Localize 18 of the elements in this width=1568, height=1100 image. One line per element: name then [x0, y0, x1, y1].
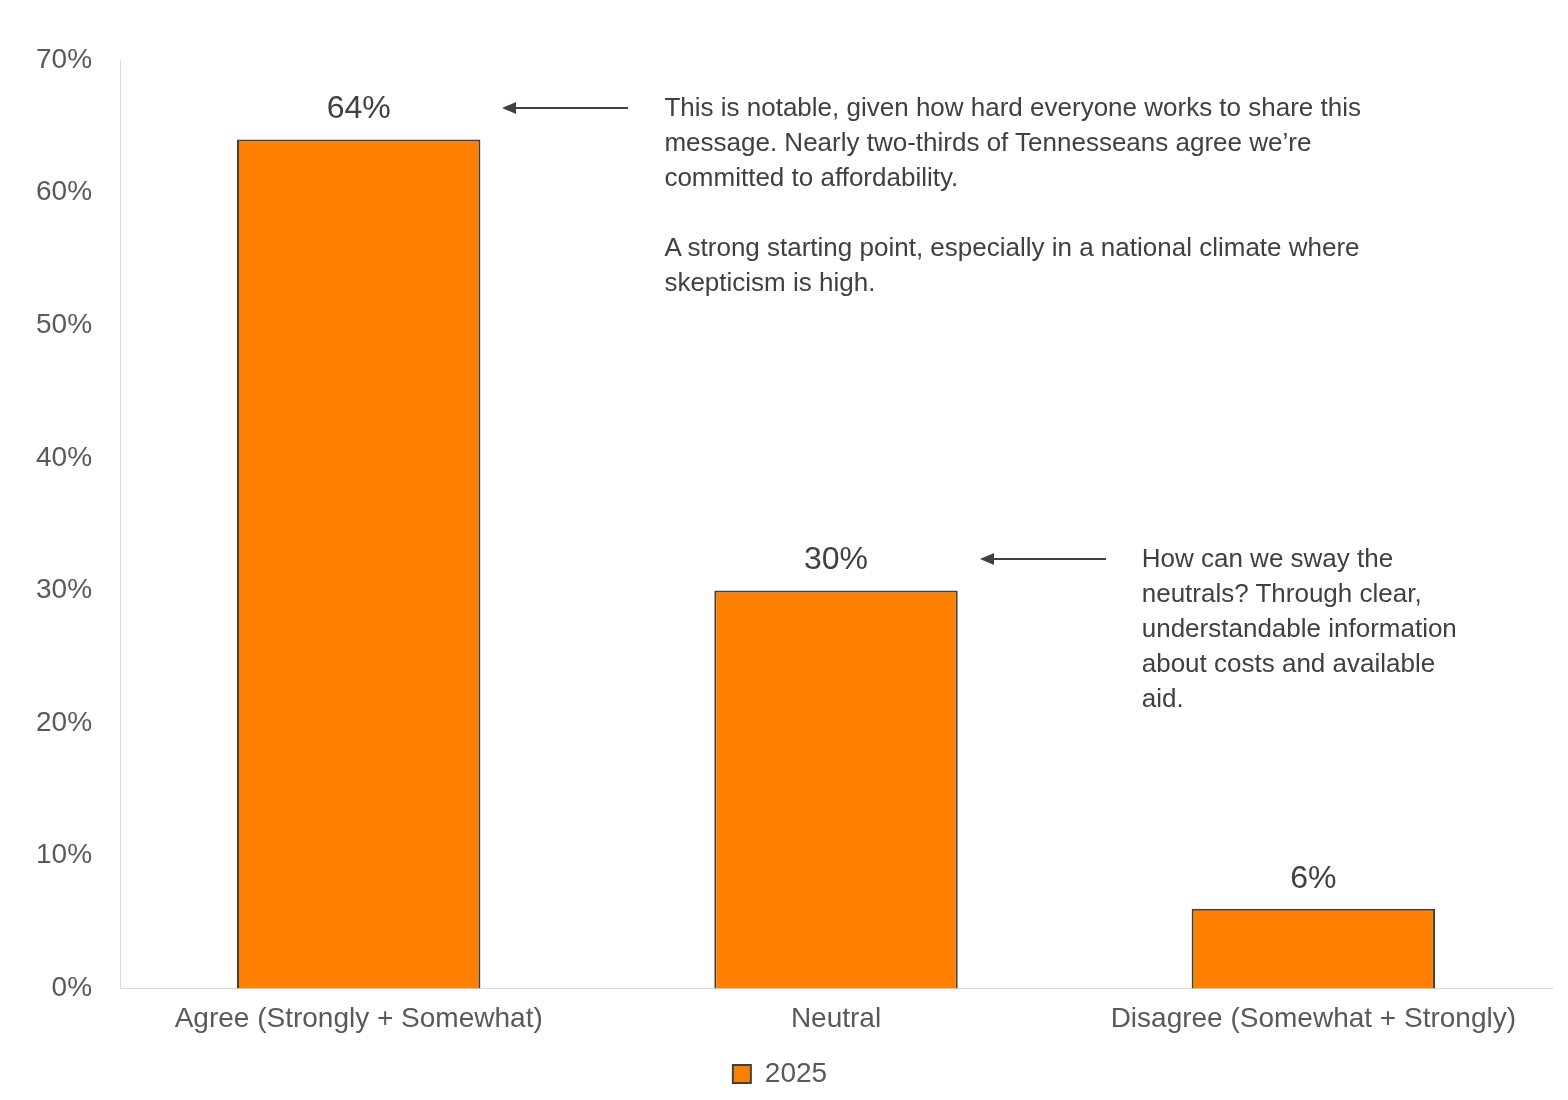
annotation: A strong starting point, especially in a national climate where skepticism is high.	[664, 230, 1361, 299]
annotation: This is notable, given how hard everyone works to share this message. Nearly two-thirds of Tennesseans agree we’re committed to affordability.	[664, 90, 1362, 194]
y-tick-label: 30%	[35, 573, 93, 605]
x-tick-label: Agree (Strongly + Somewhat)	[174, 1001, 543, 1033]
legend-label: 2025	[764, 1056, 828, 1088]
data-label: 30%	[804, 540, 869, 577]
y-tick-label: 10%	[35, 838, 93, 870]
y-tick-label: 60%	[35, 175, 93, 207]
y-tick-label: 40%	[35, 440, 93, 472]
y-tick-label: 0%	[51, 971, 93, 1003]
data-label: 64%	[326, 89, 391, 126]
y-tick-label: 70%	[35, 42, 93, 74]
x-tick-label: Disagree (Somewhat + Strongly)	[1110, 1001, 1517, 1033]
y-tick-label: 20%	[35, 705, 93, 737]
data-label: 6%	[1290, 858, 1337, 895]
annotation: How can we sway the neutrals? Through clear, understandable information about costs and available aid.	[1141, 541, 1458, 715]
x-tick-label: Neutral	[790, 1001, 882, 1033]
y-tick-label: 50%	[35, 307, 93, 339]
